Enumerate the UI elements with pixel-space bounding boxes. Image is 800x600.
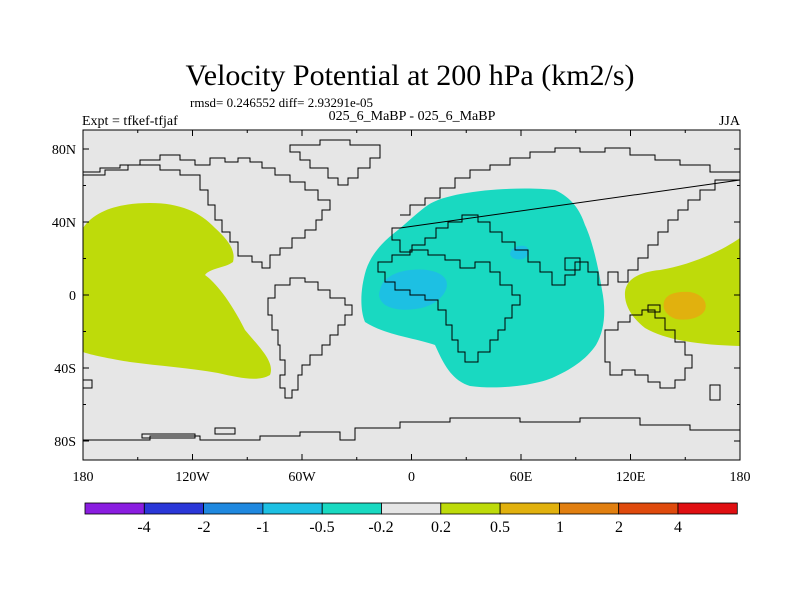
experiment-label: Expt = tfkef-tfjaf <box>82 114 178 129</box>
west-pacific-positive-core <box>663 291 706 320</box>
y-tick-label: 40S <box>54 362 76 377</box>
colorbar-label: -0.5 <box>309 519 334 536</box>
stats-label: rmsd= 0.246552 diff= 2.93291e-05 <box>190 95 373 110</box>
colorbar-swatch <box>381 502 442 515</box>
x-tick-label: 0 <box>408 470 415 485</box>
coastlines <box>82 139 741 441</box>
colorbar-label: -2 <box>197 519 210 536</box>
colorbar-labels: -4 -2 -1 -0.5 -0.2 0.2 0.5 1 2 4 <box>137 519 682 536</box>
colorbar-swatch <box>440 502 501 515</box>
colorbar-label: -1 <box>256 519 269 536</box>
colorbar-label: 1 <box>556 519 564 536</box>
colorbar-swatch <box>262 502 323 515</box>
colorbar-label: -4 <box>137 519 150 536</box>
north-america-coastline <box>83 154 331 269</box>
africa-negative-region <box>361 188 605 388</box>
season-label: JJA <box>719 114 741 129</box>
colorbar <box>84 502 738 515</box>
south-america-coastline <box>267 277 353 399</box>
plot-title: Velocity Potential at 200 hPa (km2/s) <box>185 59 634 92</box>
x-tick-label: 180 <box>730 470 751 485</box>
y-axis-labels: 80N 40N 0 40S 80S <box>52 143 76 450</box>
colorbar-swatch <box>559 502 620 515</box>
x-tick-label: 120E <box>616 470 646 485</box>
australia-coastline <box>604 309 693 389</box>
colorbar-swatch <box>203 502 264 515</box>
colorbar-swatch <box>618 502 679 515</box>
colorbar-swatch <box>143 502 205 515</box>
colorbar-label: -0.2 <box>368 519 393 536</box>
x-axis-labels: 180 120W 60W 0 60E 120E 180 <box>73 470 751 485</box>
colorbar-label: 2 <box>615 519 623 536</box>
greenland-coastline <box>289 139 381 186</box>
colorbar-swatch <box>321 502 382 515</box>
axis-ticks <box>82 130 741 460</box>
x-tick-label: 180 <box>73 470 94 485</box>
africa-coastline <box>377 249 521 363</box>
antarctica-coastline <box>83 417 740 441</box>
y-tick-label: 80S <box>54 435 76 450</box>
eurasia-coastline <box>391 147 741 286</box>
colorbar-swatch <box>677 502 738 515</box>
islands-coastline <box>82 257 721 439</box>
y-tick-label: 0 <box>69 289 76 304</box>
run-label: 025_6_MaBP - 025_6_MaBP <box>329 109 496 124</box>
x-tick-label: 60E <box>510 470 533 485</box>
colorbar-swatch <box>84 502 145 515</box>
map-panel <box>82 129 741 461</box>
x-tick-label: 120W <box>175 470 210 485</box>
y-tick-label: 40N <box>52 216 76 231</box>
colorbar-label: 0.5 <box>490 519 510 536</box>
colorbar-label: 0.2 <box>431 519 451 536</box>
colorbar-swatch <box>499 502 560 515</box>
colorbar-label: 4 <box>674 519 682 536</box>
pacific-positive-region <box>83 203 271 379</box>
y-tick-label: 80N <box>52 143 76 158</box>
x-tick-label: 60W <box>288 470 316 485</box>
